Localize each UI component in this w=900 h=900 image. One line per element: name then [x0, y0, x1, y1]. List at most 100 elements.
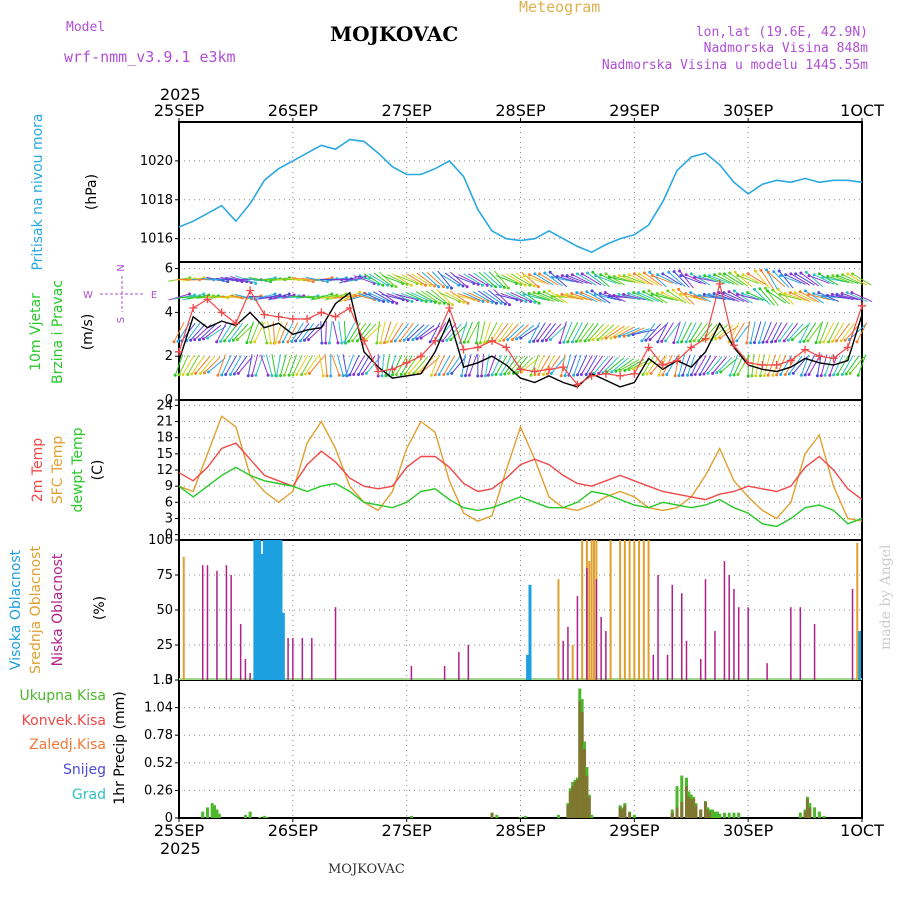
wind-arrow-shaft — [807, 323, 822, 342]
wind-arrow-shaft — [452, 293, 475, 301]
wind-arrow-shaft — [401, 274, 422, 285]
total-rain-bar — [215, 809, 219, 818]
wind-arrow-head — [814, 341, 818, 345]
wind-arrow-shaft — [394, 323, 409, 342]
bottom-date-label: 28SEP — [495, 821, 546, 840]
wind-arrow-shaft — [537, 323, 552, 342]
wind-arrow-shaft — [503, 323, 519, 341]
wind-arrow-head — [692, 339, 696, 343]
wind-arrow-head — [519, 336, 523, 340]
wind-arrow-shaft — [204, 356, 221, 374]
wind-arrow-head — [791, 371, 795, 375]
wind-arrow-shaft — [482, 290, 502, 304]
wind-arrow-shaft — [623, 293, 646, 301]
wind-arrow-shaft — [415, 291, 436, 303]
wind-arrow-head — [766, 270, 770, 274]
wind-arrow-head — [340, 341, 344, 345]
wind-arrow-head — [498, 285, 502, 289]
wind-arrow-head — [826, 274, 830, 278]
wind-gust-marker — [758, 360, 767, 369]
top-date-label: 26SEP — [268, 101, 319, 120]
wind-arrow-shaft — [280, 354, 287, 376]
wind-arrow-head — [766, 289, 770, 293]
wind-arrow-head — [566, 340, 570, 344]
wind-arrow-head — [279, 374, 283, 378]
wind-arrow-head — [607, 275, 611, 279]
y-tick-label: 0 — [165, 811, 173, 826]
wind-arrow-head — [761, 340, 765, 344]
wind-arrow-head — [337, 373, 341, 377]
wind-arrow-shaft — [619, 359, 640, 371]
low-cloud-bar — [704, 579, 707, 680]
wind-arrow-head — [840, 372, 844, 376]
wind-arrow-shaft — [633, 292, 655, 302]
wind-arrow-head — [446, 372, 450, 376]
wind-gust-marker — [217, 308, 226, 317]
wind-arrow-head — [528, 273, 532, 277]
wind-arrow-head — [823, 373, 827, 377]
wind-arrow-shaft — [708, 293, 731, 301]
high-cloud-bar — [272, 540, 276, 680]
wind-arrow-head — [320, 341, 324, 345]
wind-arrow-shaft — [442, 323, 457, 342]
wind-arrow-head — [600, 337, 604, 341]
wind-arrow-shaft — [186, 323, 201, 342]
wind-arrow-shaft — [822, 276, 845, 283]
wind-arrow-shaft — [463, 321, 473, 343]
convective-rain-bar — [490, 812, 494, 818]
wind-arrow-head — [732, 289, 736, 293]
convective-rain-bar — [680, 802, 684, 818]
wind-arrow-head — [494, 301, 498, 305]
total-rain-bar — [258, 816, 262, 818]
wind-arrow-shaft — [453, 275, 475, 284]
wind-arrow-head — [560, 292, 564, 296]
wind-arrow-shaft — [681, 322, 692, 343]
wind-arrow-shaft — [767, 290, 787, 304]
wind-arrow-head — [528, 283, 532, 287]
low-cloud-bar — [292, 638, 294, 680]
convective-rain-bar — [583, 749, 587, 818]
wind-arrow-head — [446, 285, 450, 289]
low-cloud-bar — [666, 654, 669, 680]
wind-arrow-head — [794, 272, 798, 276]
wind-arrow-head — [689, 291, 693, 295]
total-rain-bar — [722, 812, 726, 818]
total-rain-bar — [680, 775, 684, 818]
high-cloud-bar — [269, 540, 273, 680]
wind-arrow-head — [627, 368, 631, 372]
wind-arrow-head — [558, 341, 562, 345]
wind-arrow-shaft — [420, 325, 440, 339]
convective-rain-bar — [628, 812, 632, 818]
wind-arrow-shaft — [550, 356, 566, 374]
wind-gust-marker — [644, 343, 653, 352]
low-cloud-bar — [567, 626, 569, 680]
wind-arrow-shaft — [742, 292, 764, 302]
wind-arrow-shaft — [711, 324, 729, 340]
wind-arrow-head — [186, 372, 190, 376]
wind-gust-marker — [829, 354, 838, 363]
wind-arrow-head — [735, 339, 739, 343]
wind-arrow-head — [190, 372, 194, 376]
convective-rain-bar — [808, 807, 812, 818]
wind-arrow-head — [711, 371, 715, 375]
low-cloud-bar — [334, 607, 337, 680]
wind-arrow-shaft — [539, 273, 559, 286]
wind-arrow-head — [677, 374, 681, 378]
wind-arrow-head — [236, 371, 240, 375]
wind-arrow-head — [817, 272, 821, 276]
high-cloud-bar — [279, 540, 283, 680]
wind-arrow-head — [481, 300, 485, 304]
wind-arrow-head — [641, 372, 645, 376]
wind-arrow-head — [537, 372, 541, 376]
low-cloud-bar — [605, 631, 607, 680]
top-date-label: 27SEP — [382, 101, 433, 120]
convective-rain-bar — [573, 781, 577, 818]
wind-arrow-head — [385, 340, 389, 344]
high-cloud-bar — [267, 540, 271, 680]
wind-arrow-shaft — [420, 290, 440, 304]
wind-arrow-shaft — [580, 355, 593, 375]
wind-arrow-shaft — [182, 293, 204, 301]
wind-arrow-head — [450, 286, 454, 290]
wind-arrow-head — [707, 292, 711, 296]
wind-arrow-shaft — [841, 355, 854, 375]
